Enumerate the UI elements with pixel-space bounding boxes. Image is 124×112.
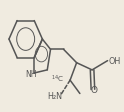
- Text: O: O: [91, 85, 98, 94]
- Text: $^{14}$C: $^{14}$C: [51, 73, 64, 84]
- Text: OH: OH: [109, 57, 121, 66]
- Text: H₂N: H₂N: [47, 91, 62, 100]
- Text: NH: NH: [25, 69, 37, 78]
